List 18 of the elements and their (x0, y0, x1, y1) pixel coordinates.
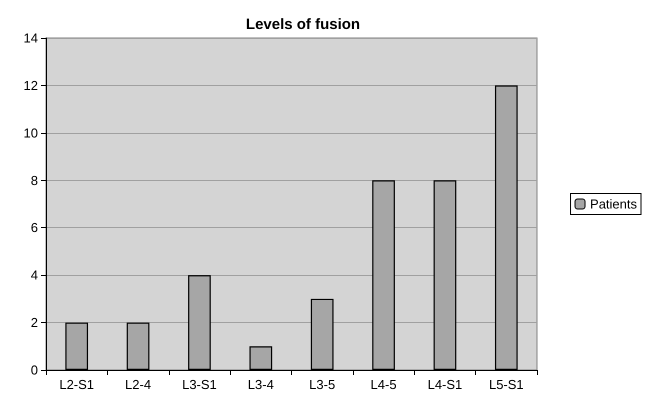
chart-title: Levels of fusion (246, 16, 360, 33)
x-tick-label: L4-S1 (428, 377, 462, 392)
y-tick-label: 14 (24, 30, 38, 46)
y-tick-label: 8 (30, 172, 38, 188)
y-tick-label: 0 (30, 362, 38, 378)
x-tick-label: L3-S1 (182, 377, 217, 392)
x-tick-label: L2-4 (125, 377, 152, 392)
y-tick-label: 6 (30, 220, 38, 236)
y-tick-label: 12 (24, 78, 38, 93)
y-tick-label: 2 (30, 315, 38, 330)
x-tick-label: L3-4 (248, 377, 274, 392)
x-tick-label: L2-S1 (59, 377, 94, 392)
y-tick-label: 10 (24, 125, 38, 140)
y-tick-label: 4 (30, 268, 38, 283)
x-tick-label: L5-S1 (488, 377, 524, 392)
x-tick-label: L4-5 (370, 377, 397, 392)
x-tick-label: L3-5 (309, 377, 336, 392)
legend-label: Patients (590, 196, 638, 212)
